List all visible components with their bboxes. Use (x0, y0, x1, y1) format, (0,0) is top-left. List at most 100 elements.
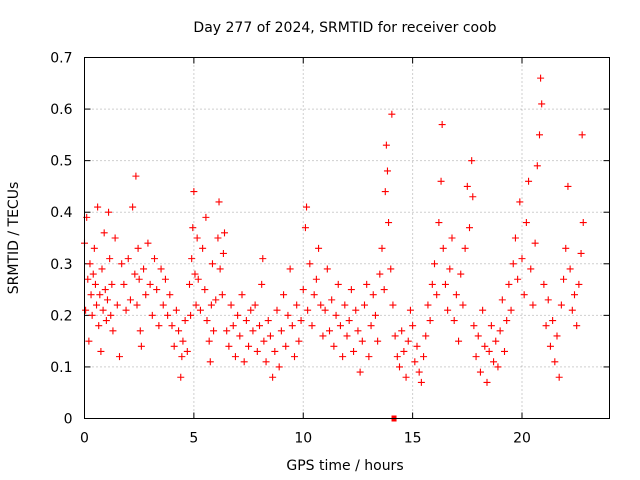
data-point (161, 275, 169, 283)
data-point (381, 188, 389, 196)
data-point (446, 265, 454, 273)
data-point (103, 296, 111, 304)
data-point (155, 322, 163, 330)
data-point (201, 286, 209, 294)
data-point (264, 317, 272, 325)
data-point (159, 301, 167, 309)
data-point (240, 358, 248, 366)
data-point (352, 306, 360, 314)
data-point (538, 100, 546, 108)
data-point (537, 74, 545, 82)
data-point (96, 291, 104, 299)
data-point (575, 280, 583, 288)
data-point (88, 311, 96, 319)
data-point (140, 265, 148, 273)
data-point (219, 249, 227, 257)
data-point (262, 358, 270, 366)
data-point (494, 363, 502, 371)
x-tick-label: 0 (80, 431, 89, 447)
data-point (479, 306, 487, 314)
data-point (415, 368, 423, 376)
data-point (99, 306, 107, 314)
data-point (406, 306, 414, 314)
data-point (215, 198, 223, 206)
data-point (236, 332, 244, 340)
data-point (485, 347, 493, 355)
data-point (514, 275, 522, 283)
data-point (132, 172, 140, 180)
data-point (137, 342, 145, 350)
data-point (282, 342, 290, 350)
data-point (387, 265, 395, 273)
data-point (102, 317, 110, 325)
data-point (341, 301, 349, 309)
data-point (376, 270, 384, 278)
data-point (568, 306, 576, 314)
data-point (242, 317, 250, 325)
data-point (466, 224, 473, 232)
y-tick-label: 0.6 (50, 102, 72, 118)
data-point (490, 358, 498, 366)
data-point (522, 219, 530, 227)
data-point (503, 317, 511, 325)
data-point (369, 291, 377, 299)
data-point (389, 301, 397, 309)
data-point (203, 317, 211, 325)
data-point (367, 322, 375, 330)
data-point (94, 203, 102, 211)
data-point (231, 353, 239, 361)
y-tick-label: 0.2 (50, 308, 72, 324)
data-point (258, 280, 266, 288)
data-point (557, 301, 565, 309)
data-point (306, 260, 314, 268)
data-point (277, 327, 285, 335)
data-point (280, 291, 288, 299)
data-point (266, 332, 274, 340)
data-point (142, 291, 150, 299)
data-point (205, 337, 213, 345)
data-point (304, 306, 312, 314)
data-point (315, 244, 323, 252)
data-point (507, 306, 515, 314)
data-point (380, 286, 388, 294)
data-point (511, 234, 519, 242)
data-point (221, 229, 228, 237)
data-point (474, 332, 482, 340)
data-point (253, 347, 261, 355)
data-point (441, 280, 449, 288)
data-point (382, 141, 390, 149)
data-point (193, 234, 201, 242)
data-point (229, 322, 237, 330)
data-point (424, 301, 432, 309)
chart-title: Day 277 of 2024, SRMTID for receiver coo… (193, 20, 496, 36)
data-point (187, 311, 195, 319)
data-point (498, 296, 506, 304)
data-point (116, 353, 123, 361)
data-point (420, 353, 428, 361)
data-point (136, 327, 144, 335)
data-point (227, 301, 235, 309)
data-point (409, 322, 417, 330)
data-point (308, 322, 316, 330)
x-tick-label: 5 (189, 431, 198, 447)
x-tick-label: 15 (404, 431, 422, 447)
data-point (391, 332, 399, 340)
data-point (527, 265, 535, 273)
data-point (431, 260, 438, 268)
data-point (153, 286, 161, 294)
data-point (400, 347, 408, 355)
data-point (492, 337, 500, 345)
data-point (273, 306, 281, 314)
y-tick-label: 0.5 (50, 154, 72, 170)
data-point (365, 353, 373, 361)
data-point (275, 363, 283, 371)
data-point (371, 311, 379, 319)
data-point (378, 244, 386, 252)
data-point (439, 244, 447, 252)
data-point (120, 280, 128, 288)
data-point (459, 301, 467, 309)
data-point (238, 291, 246, 299)
data-point (354, 327, 362, 335)
data-point (164, 311, 172, 319)
data-point (170, 342, 178, 350)
